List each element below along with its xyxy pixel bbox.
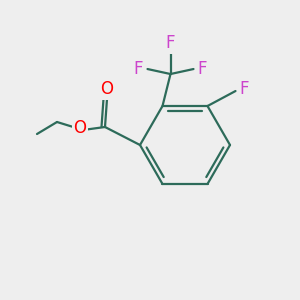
Text: F: F: [134, 60, 143, 78]
Text: O: O: [100, 80, 113, 98]
Text: O: O: [74, 119, 86, 137]
Text: F: F: [198, 60, 207, 78]
Text: F: F: [240, 80, 249, 98]
Text: F: F: [166, 34, 175, 52]
